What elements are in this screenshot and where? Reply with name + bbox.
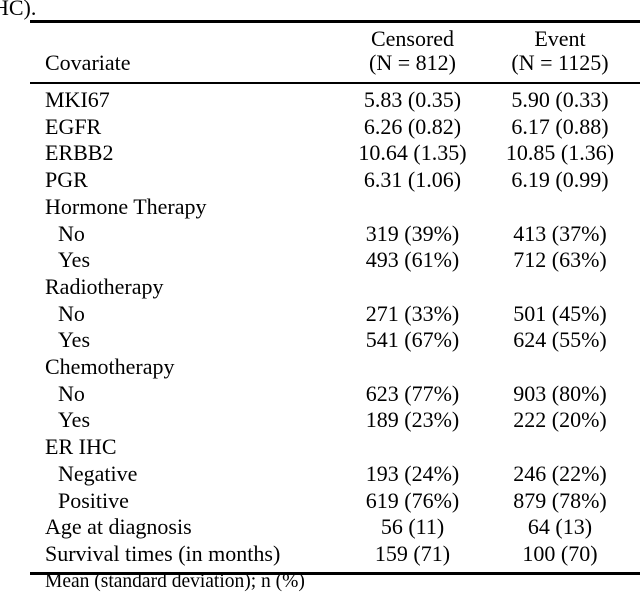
event-cell: 222 (20%) [513, 407, 607, 433]
table-row: Age at diagnosis 56 (11) 64 (13) [30, 514, 640, 541]
censored-cell: 56 (11) [380, 514, 445, 540]
event-cell: 64 (13) [527, 514, 593, 540]
event-cell: 246 (22%) [513, 460, 607, 486]
covariate-group-cell: Chemotherapy [45, 354, 175, 380]
table-row-group: Hormone Therapy [30, 194, 640, 221]
event-cell: 879 (78%) [513, 487, 607, 513]
event-cell [480, 354, 640, 381]
covariate-group-cell: Hormone Therapy [45, 193, 207, 219]
event-cell: 10.85 (1.36) [505, 140, 615, 166]
covariate-header-label: Covariate [45, 50, 131, 75]
table-row: MKI67 5.83 (0.35) 5.90 (0.33) [30, 83, 640, 114]
table-row-group: ER IHC [30, 434, 640, 461]
covariate-cell: EGFR [45, 113, 102, 139]
censored-cell: 193 (24%) [365, 460, 460, 486]
event-cell: 5.90 (0.33) [511, 87, 609, 112]
covariate-group-cell: Radiotherapy [45, 273, 164, 299]
caption-fragment: HC). [0, 0, 37, 20]
event-cell: 712 (63%) [513, 247, 607, 273]
event-cell: 6.19 (0.99) [511, 167, 609, 193]
table-row: Negative 193 (24%) 246 (22%) [30, 461, 640, 488]
censored-cell: 623 (77%) [365, 380, 460, 406]
summary-table-wrap: Covariate Censored (N = 812) Event (N = … [30, 20, 640, 575]
covariate-cell: No [58, 220, 85, 246]
covariate-group-cell: ER IHC [45, 434, 117, 460]
censored-cell [345, 354, 480, 381]
covariate-cell: Yes [58, 327, 91, 353]
censored-cell [345, 434, 480, 461]
censored-cell [345, 274, 480, 301]
covariate-cell: Survival times (in months) [45, 540, 281, 566]
table-row: Positive 619 (76%) 879 (78%) [30, 488, 640, 515]
covariate-cell: Negative [58, 460, 138, 486]
censored-header-title: Censored [370, 26, 455, 51]
table-footnote: Mean (standard deviation); n (%) [45, 571, 305, 592]
table-row: No 319 (39%) 413 (37%) [30, 221, 640, 248]
covariate-cell: Yes [58, 247, 91, 273]
censored-cell: 6.26 (0.82) [363, 113, 462, 139]
event-cell: 903 (80%) [513, 380, 607, 406]
covariate-cell: Positive [58, 487, 129, 513]
covariate-cell: PGR [45, 167, 88, 193]
event-cell: 501 (45%) [513, 300, 607, 326]
column-header-censored: Censored (N = 812) [345, 21, 480, 84]
censored-cell: 6.31 (1.06) [363, 167, 462, 193]
event-cell: 6.17 (0.88) [511, 113, 609, 139]
censored-cell: 541 (67%) [365, 327, 460, 353]
censored-cell: 5.83 (0.35) [363, 87, 462, 112]
table-row: Survival times (in months) 159 (71) 100 … [30, 541, 640, 573]
event-cell [480, 274, 640, 301]
censored-cell: 493 (61%) [365, 247, 460, 273]
censored-cell: 619 (76%) [365, 487, 460, 513]
covariate-cell: Yes [58, 407, 91, 433]
column-header-covariate: Covariate [30, 21, 345, 84]
covariate-cell: No [58, 300, 85, 326]
table-header: Covariate Censored (N = 812) Event (N = … [30, 21, 640, 84]
event-cell [480, 194, 640, 221]
table-row: ERBB2 10.64 (1.35) 10.85 (1.36) [30, 140, 640, 167]
censored-cell: 319 (39%) [365, 220, 460, 246]
censored-cell: 10.64 (1.35) [358, 140, 467, 166]
summary-table: Covariate Censored (N = 812) Event (N = … [30, 20, 640, 575]
table-row: Yes 493 (61%) 712 (63%) [30, 247, 640, 274]
covariate-cell: ERBB2 [45, 140, 114, 166]
event-cell: 624 (55%) [513, 327, 607, 353]
censored-cell: 189 (23%) [365, 407, 460, 433]
table-row: PGR 6.31 (1.06) 6.19 (0.99) [30, 167, 640, 194]
table-row-group: Radiotherapy [30, 274, 640, 301]
censored-cell: 159 (71) [374, 540, 451, 566]
table-row: No 623 (77%) 903 (80%) [30, 381, 640, 408]
table-row: EGFR 6.26 (0.82) 6.17 (0.88) [30, 114, 640, 141]
event-cell: 413 (37%) [513, 220, 607, 246]
covariate-cell: MKI67 [45, 87, 110, 112]
event-cell: 100 (70) [522, 540, 598, 566]
event-header-n: (N = 1125) [511, 50, 609, 75]
table-row-group: Chemotherapy [30, 354, 640, 381]
table-row: Yes 189 (23%) 222 (20%) [30, 407, 640, 434]
covariate-cell: Age at diagnosis [45, 514, 192, 540]
event-header-title: Event [534, 26, 586, 51]
table-row: Yes 541 (67%) 624 (55%) [30, 327, 640, 354]
covariate-cell: No [58, 380, 85, 406]
censored-header-n: (N = 812) [369, 50, 456, 75]
column-header-event: Event (N = 1125) [480, 21, 640, 84]
table-row: No 271 (33%) 501 (45%) [30, 301, 640, 328]
censored-cell [345, 194, 480, 221]
header-row: Covariate Censored (N = 812) Event (N = … [30, 21, 640, 84]
table-body: MKI67 5.83 (0.35) 5.90 (0.33) EGFR 6.26 … [30, 83, 640, 573]
event-cell [480, 434, 640, 461]
censored-cell: 271 (33%) [365, 300, 460, 326]
